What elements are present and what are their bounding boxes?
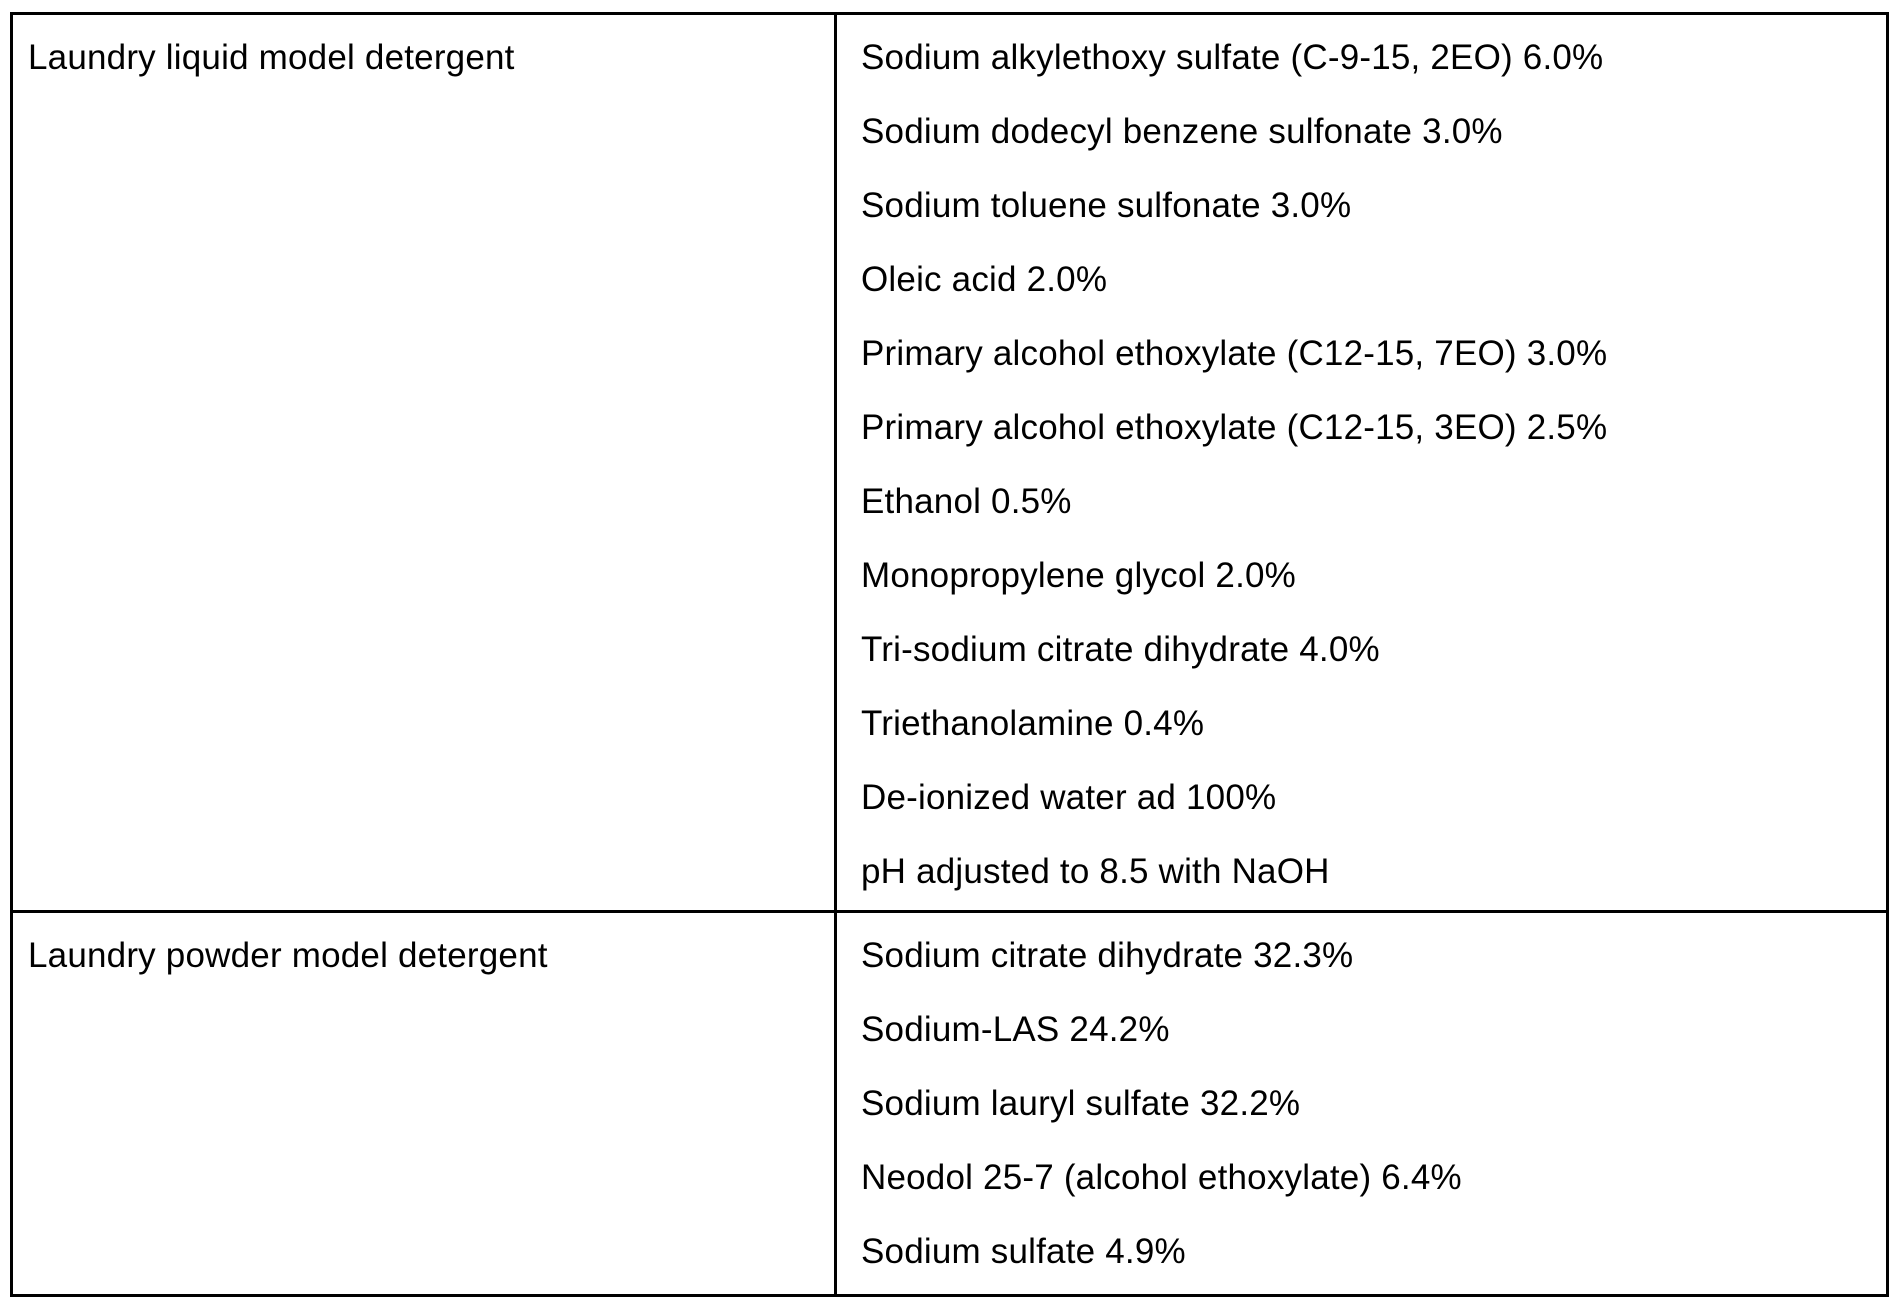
- ingredient-line: Sodium toluene sulfonate 3.0%: [861, 186, 1352, 225]
- ingredient-line: Monopropylene glycol 2.0%: [861, 556, 1296, 595]
- ingredient-list-liquid: Sodium alkylethoxy sulfate (C-9-15, 2EO)…: [861, 21, 1876, 909]
- ingredient-line: Tri-sodium citrate dihydrate 4.0%: [861, 630, 1380, 669]
- ingredient-line: Triethanolamine 0.4%: [861, 704, 1205, 743]
- ingredient-line: Sodium citrate dihydrate 32.3%: [861, 936, 1354, 975]
- ingredient-line: Sodium dodecyl benzene sulfonate 3.0%: [861, 112, 1503, 151]
- ingredient-line: Oleic acid 2.0%: [861, 260, 1108, 299]
- table-cell-powder-ingredients: Sodium citrate dihydrate 32.3% Sodium-LAS…: [837, 913, 1886, 1294]
- ingredient-list-powder: Sodium citrate dihydrate 32.3% Sodium-LAS…: [861, 919, 1876, 1289]
- ingredient-line: Ethanol 0.5%: [861, 482, 1072, 521]
- table-cell-liquid-ingredients: Sodium alkylethoxy sulfate (C-9-15, 2EO)…: [837, 15, 1886, 913]
- ingredient-line: Sodium sulfate 4.9%: [861, 1232, 1186, 1271]
- ingredient-line: Primary alcohol ethoxylate (C12-15, 3EO)…: [861, 408, 1608, 447]
- ingredient-line: Neodol 25-7 (alcohol ethoxylate) 6.4%: [861, 1158, 1462, 1197]
- table-cell-liquid-label: Laundry liquid model detergent: [13, 15, 837, 913]
- ingredient-line: Sodium lauryl sulfate 32.2%: [861, 1084, 1301, 1123]
- ingredient-line: pH adjusted to 8.5 with NaOH: [861, 852, 1330, 891]
- ingredient-line: Sodium alkylethoxy sulfate (C-9-15, 2EO)…: [861, 38, 1604, 77]
- ingredient-line: Sodium-LAS 24.2%: [861, 1010, 1170, 1049]
- row-label-laundry-powder: Laundry powder model detergent: [28, 936, 548, 975]
- table-cell-powder-label: Laundry powder model detergent: [13, 913, 837, 1294]
- ingredient-line: De-ionized water ad 100%: [861, 778, 1277, 817]
- detergent-composition-table: Laundry liquid model detergent Sodium al…: [10, 12, 1889, 1297]
- ingredient-line: Primary alcohol ethoxylate (C12-15, 7EO)…: [861, 334, 1608, 373]
- row-label-laundry-liquid: Laundry liquid model detergent: [28, 38, 515, 77]
